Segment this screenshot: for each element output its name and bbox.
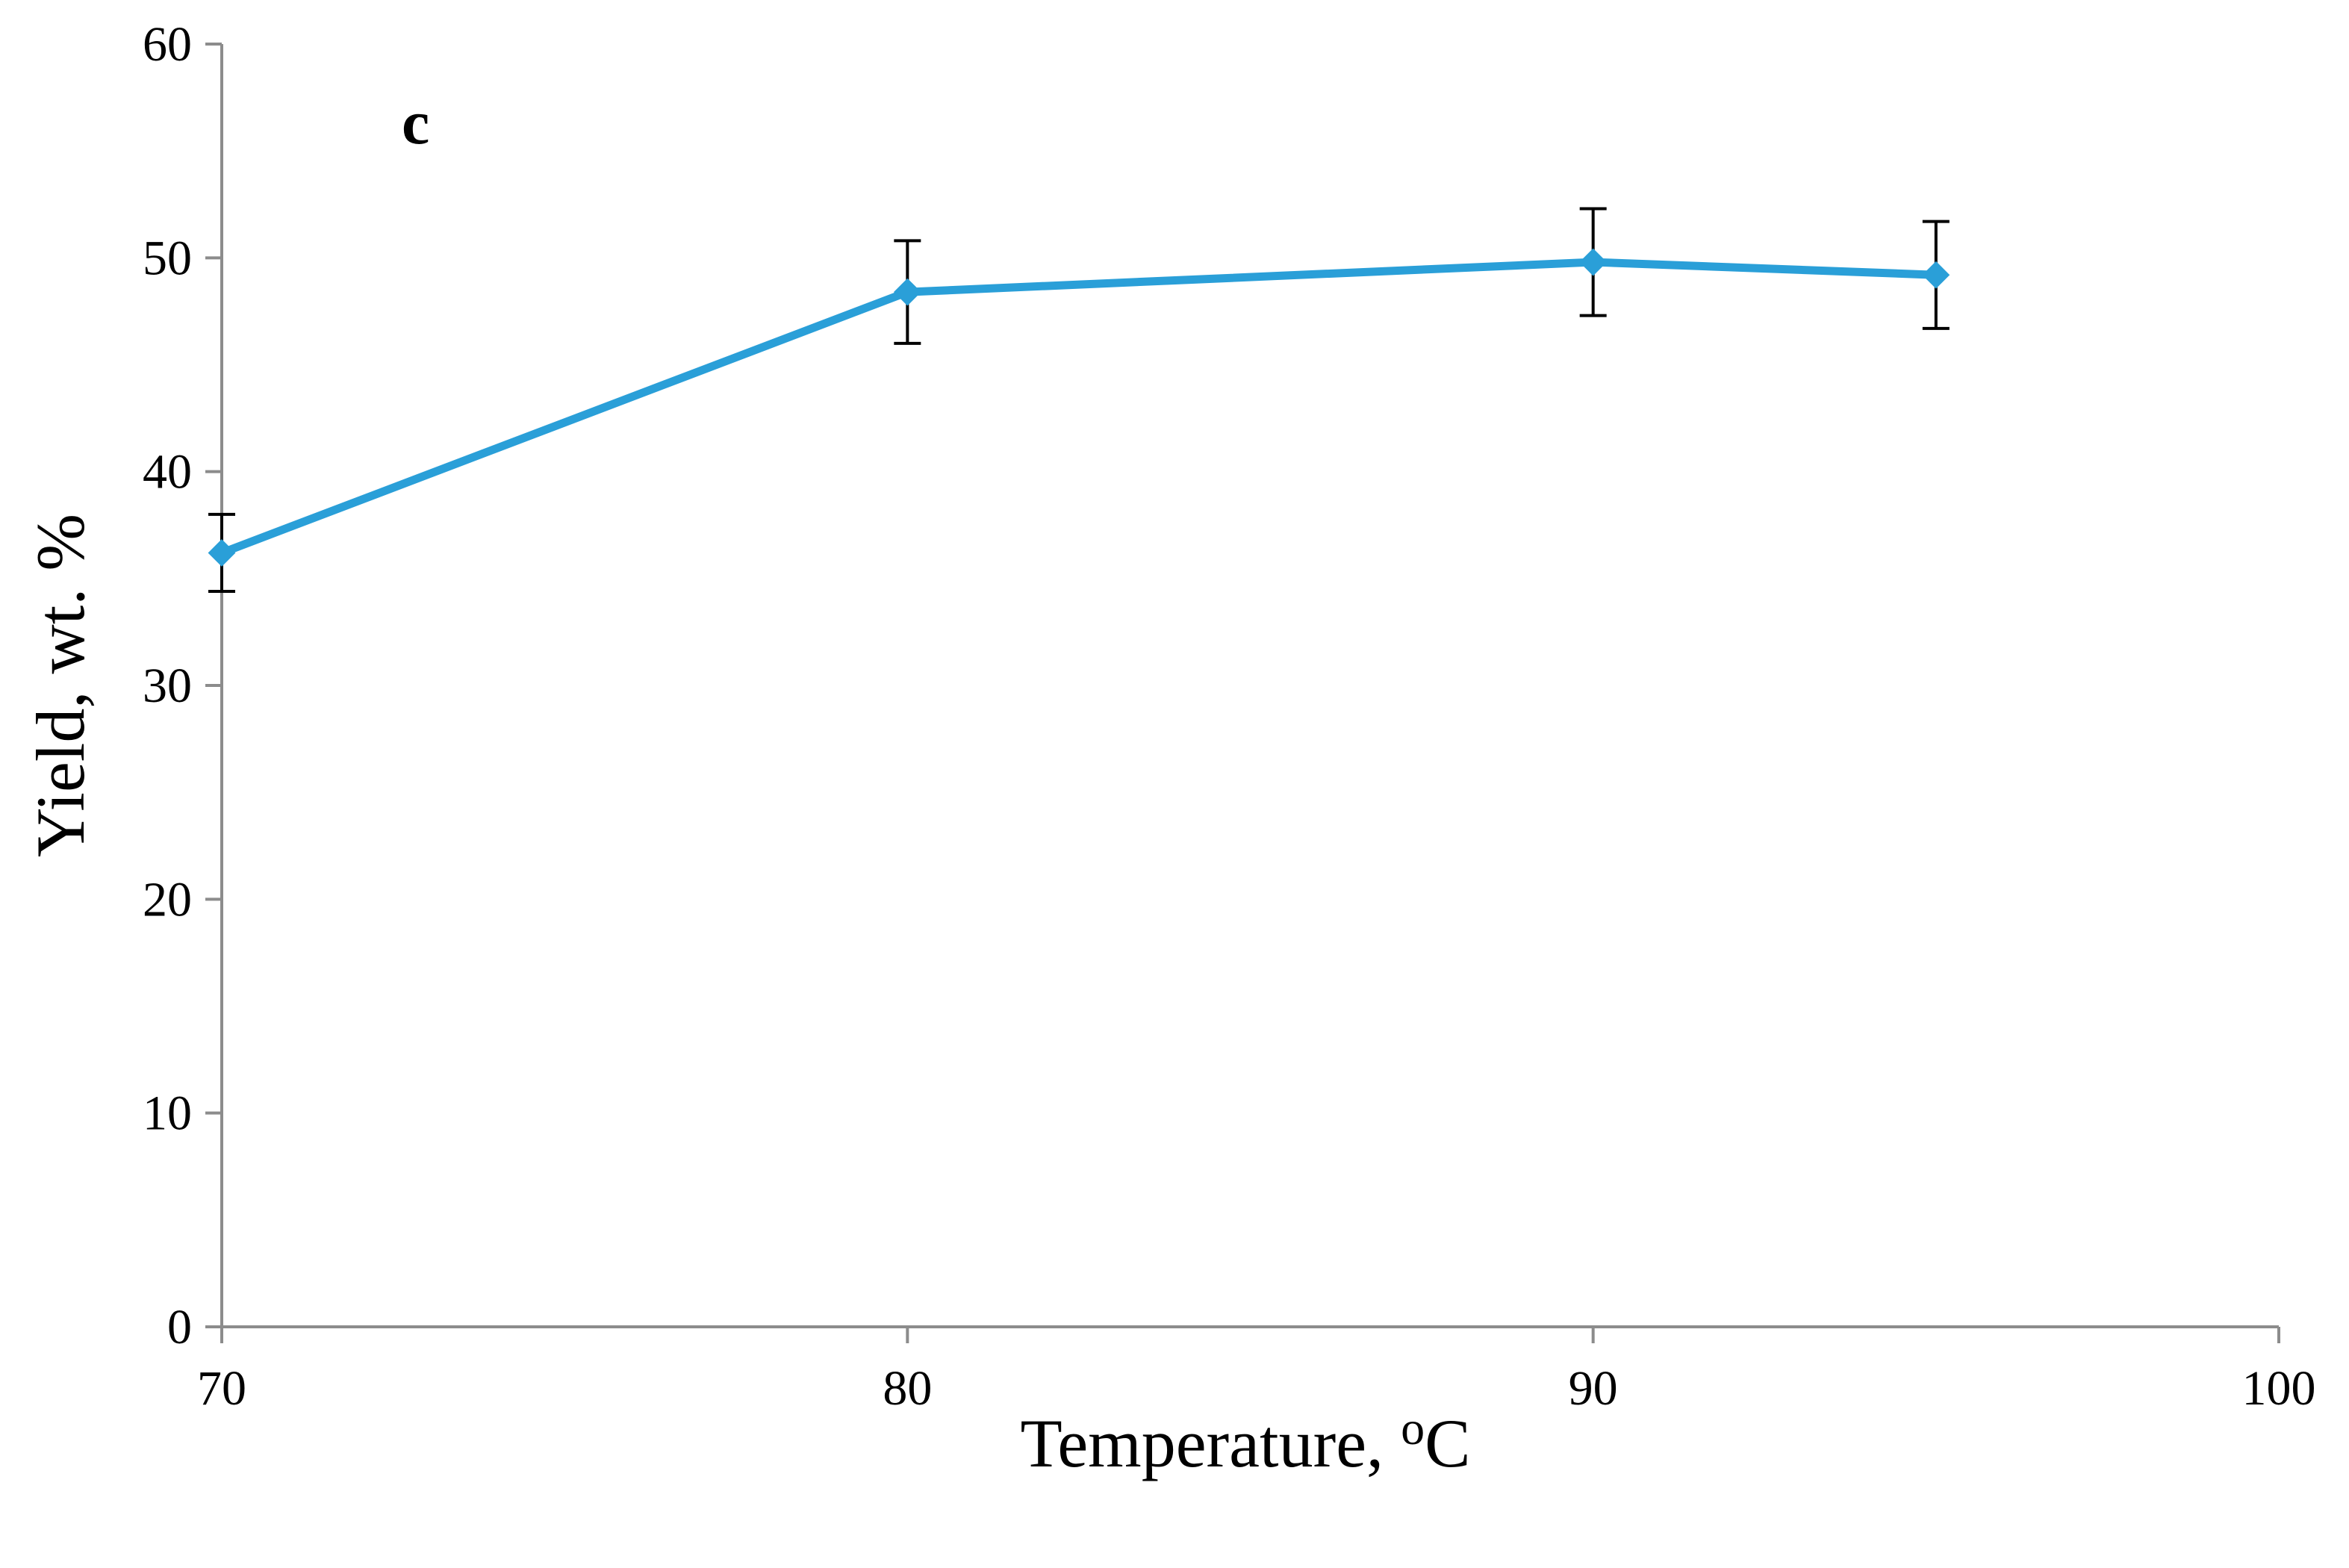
y-tick-label: 10: [143, 1086, 192, 1141]
data-point-marker: [1579, 248, 1608, 276]
data-point-marker: [1922, 261, 1950, 289]
x-tick-label: 80: [883, 1361, 932, 1416]
x-tick-label: 70: [197, 1361, 246, 1416]
data-point-marker: [893, 278, 921, 306]
x-tick-label: 90: [1569, 1361, 1618, 1416]
y-tick-label: 20: [143, 872, 192, 927]
series-line: [220, 258, 1937, 557]
x-axis-title: Temperature, oC: [1021, 1401, 1471, 1481]
x-axis-title-unit: C: [1425, 1405, 1470, 1481]
y-tick-label: 0: [167, 1300, 192, 1354]
x-axis-title-text: Temperature,: [1021, 1405, 1401, 1481]
axes: 0 10 20 30 40 50 60 70 80 90 100: [143, 17, 2316, 1416]
y-tick-label: 60: [143, 17, 192, 72]
data-point-marker: [208, 539, 236, 567]
x-tick-label: 100: [2242, 1361, 2316, 1416]
x-ticks: 70 80 90 100: [197, 1327, 2316, 1416]
series-group: [208, 207, 1950, 594]
panel-label: c: [402, 88, 429, 158]
y-tick-label: 30: [143, 659, 192, 713]
y-tick-label: 50: [143, 231, 192, 285]
y-ticks: 0 10 20 30 40 50 60: [143, 17, 222, 1354]
y-tick-label: 40: [143, 445, 192, 500]
y-axis-title: Yield, wt. %: [22, 514, 99, 857]
series-layer: [208, 207, 1950, 594]
x-axis-title-superscript: o: [1401, 1401, 1425, 1455]
